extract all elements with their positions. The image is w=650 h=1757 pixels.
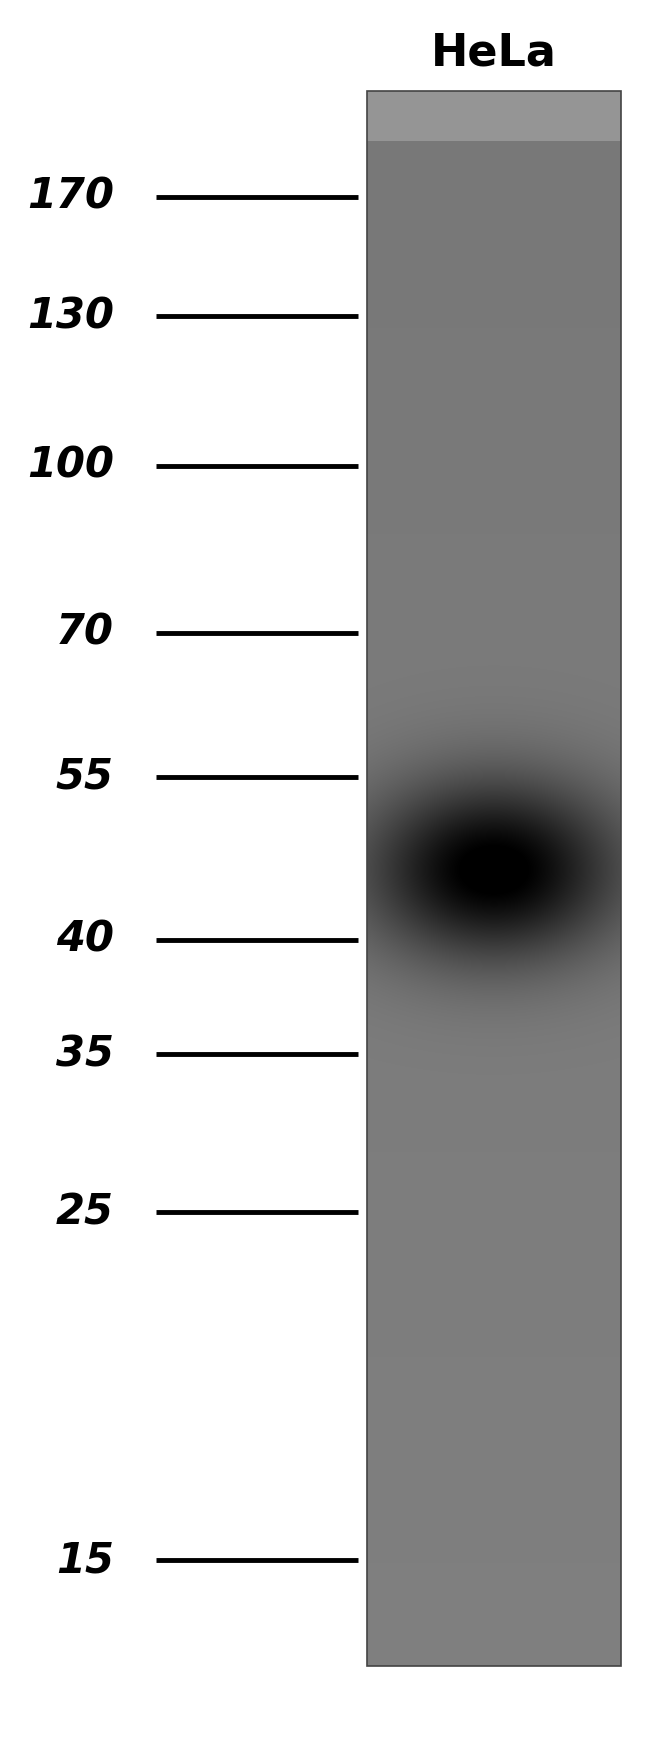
Text: 35: 35 [56, 1033, 114, 1075]
Text: 130: 130 [27, 295, 114, 337]
Text: 40: 40 [56, 919, 114, 961]
Text: 25: 25 [56, 1191, 114, 1233]
Text: 100: 100 [27, 445, 114, 487]
Bar [367, 91, 621, 141]
Bar [367, 91, 621, 1666]
Text: 15: 15 [56, 1539, 114, 1581]
Text: 55: 55 [56, 756, 114, 798]
Text: 70: 70 [56, 611, 114, 654]
Text: HeLa: HeLa [431, 32, 557, 74]
Text: 170: 170 [27, 176, 114, 218]
